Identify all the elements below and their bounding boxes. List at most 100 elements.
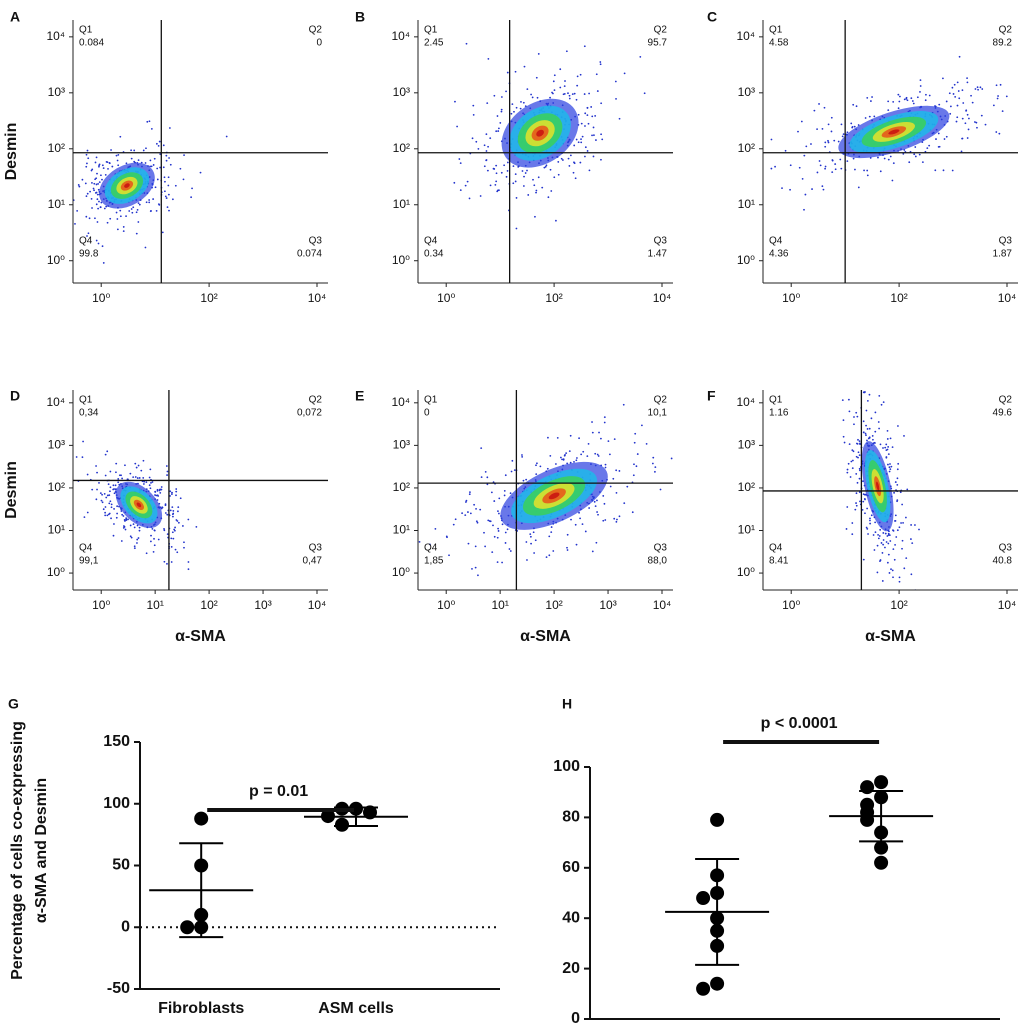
density-speckle: [476, 521, 479, 524]
density-speckle: [903, 593, 905, 595]
density-speckle: [177, 510, 179, 513]
density-speckle: [119, 209, 122, 212]
density-speckle: [643, 92, 646, 95]
quadrant-name: Q2: [999, 25, 1013, 36]
density-speckle: [99, 206, 102, 208]
density-speckle: [142, 459, 145, 462]
density-speckle: [552, 92, 554, 95]
density-speckle: [576, 84, 579, 87]
density-speckle: [857, 438, 859, 441]
density-speckle: [496, 561, 499, 564]
density-speckle: [149, 540, 152, 543]
quadrant-name: Q1: [424, 25, 438, 36]
density-speckle: [183, 541, 185, 544]
density-speckle: [166, 206, 169, 208]
quadrant-value: 88,0: [648, 556, 668, 567]
density-speckle: [842, 133, 845, 136]
y-tick-label: 10¹: [393, 523, 410, 537]
density-speckle: [943, 138, 946, 140]
density-speckle: [999, 83, 1002, 86]
density-speckle: [465, 42, 468, 45]
density-speckle: [127, 518, 129, 521]
data-point: [194, 811, 209, 826]
density-speckle: [101, 493, 103, 496]
density-speckle: [498, 512, 500, 515]
density-speckle: [566, 533, 569, 536]
density-speckle: [137, 464, 140, 467]
density-speckle: [124, 464, 126, 467]
significance-label: p = 0.01: [249, 783, 308, 800]
quadrant-name: Q2: [654, 25, 668, 36]
density-speckle: [114, 484, 117, 487]
density-speckle: [163, 176, 166, 179]
density-speckle: [862, 431, 865, 434]
density-speckle: [992, 104, 995, 107]
density-speckle: [152, 550, 155, 553]
density-speckle: [509, 550, 512, 552]
density-speckle: [85, 165, 88, 168]
density-speckle: [996, 97, 999, 100]
density-speckle: [454, 100, 456, 103]
density-speckle: [960, 150, 963, 153]
density-speckle: [894, 544, 896, 546]
density-speckle: [596, 453, 599, 456]
density-speckle: [132, 476, 135, 479]
density-speckle: [562, 93, 565, 96]
density-speckle: [867, 533, 869, 535]
density-speckle: [856, 415, 859, 418]
density-speckle: [881, 552, 884, 554]
density-speckle: [110, 503, 113, 506]
density-speckle: [910, 538, 912, 540]
density-speckle: [96, 221, 99, 223]
density-speckle: [574, 523, 577, 526]
density-speckle: [770, 167, 773, 170]
y-tick-label: 50: [112, 857, 130, 874]
density-speckle: [880, 403, 883, 406]
density-speckle: [486, 483, 489, 486]
density-speckle: [597, 513, 599, 516]
density-speckle: [172, 512, 175, 515]
quadrant-name: Q1: [769, 395, 783, 406]
density-speckle: [26, 166, 28, 168]
density-speckle: [156, 488, 159, 491]
density-speckle: [119, 215, 122, 218]
density-speckle: [97, 188, 100, 191]
quadrant-value: 2.45: [424, 38, 444, 49]
density-speckle: [851, 459, 854, 462]
density-speckle: [591, 421, 593, 423]
x-tick-label: 10⁰: [437, 598, 455, 612]
density-speckle: [654, 470, 656, 473]
density-speckle: [82, 440, 84, 443]
density-speckle: [905, 557, 908, 560]
density-speckle: [533, 184, 536, 187]
density-speckle: [865, 424, 867, 427]
density-speckle: [821, 127, 824, 130]
quadrant-name: Q2: [999, 395, 1013, 406]
density-speckle: [877, 421, 880, 423]
density-speckle: [603, 416, 606, 419]
density-speckle: [957, 90, 960, 92]
density-speckle: [93, 189, 95, 192]
density-speckle: [535, 473, 538, 476]
x-tick-label: 10²: [200, 291, 217, 305]
density-speckle: [891, 179, 894, 182]
density-speckle: [149, 468, 152, 471]
density-speckle: [136, 477, 139, 479]
density-speckle: [827, 139, 829, 142]
density-speckle: [874, 531, 877, 534]
density-speckle: [596, 90, 599, 92]
density-speckle: [136, 208, 139, 211]
density-speckle: [175, 488, 178, 490]
density-speckle: [504, 531, 507, 534]
density-speckle: [918, 528, 920, 531]
density-speckle: [92, 187, 95, 190]
density-speckle: [503, 164, 506, 167]
density-speckle: [142, 483, 145, 485]
density-speckle: [584, 112, 587, 115]
density-speckle: [594, 505, 597, 508]
density-speckle: [889, 468, 892, 471]
density-speckle: [91, 181, 93, 184]
density-speckle: [526, 169, 528, 172]
density-speckle: [115, 211, 118, 214]
density-speckle: [938, 103, 941, 106]
